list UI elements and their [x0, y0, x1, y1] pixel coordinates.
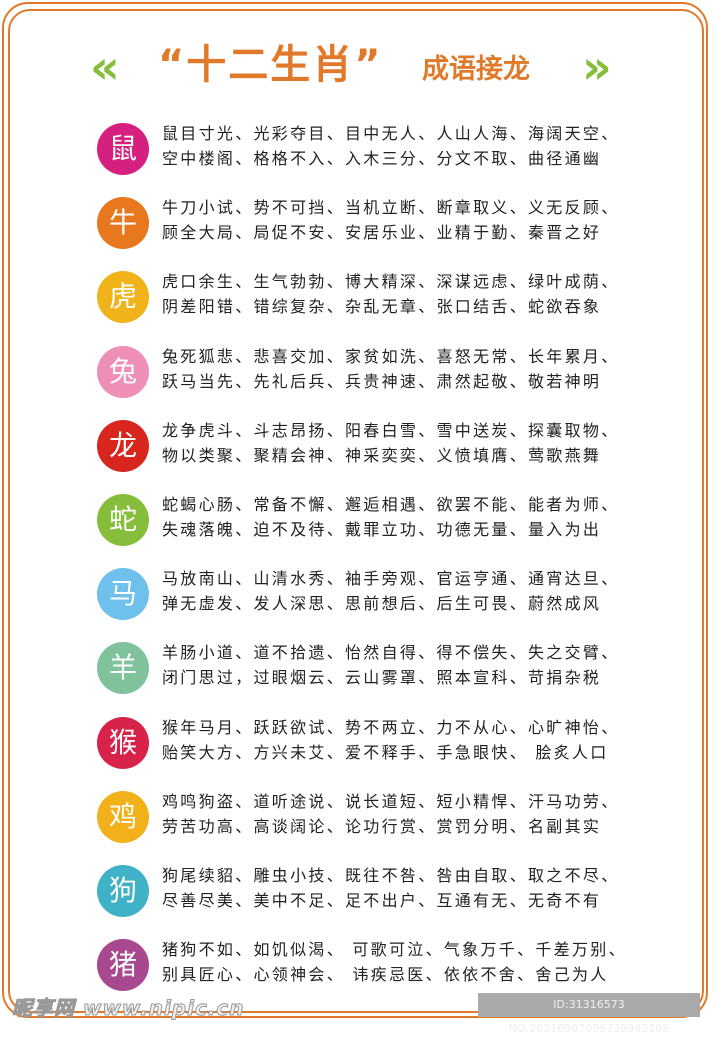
zodiac-badge: 牛 [97, 197, 149, 250]
idiom-line: 猴年马月、跃跃欲试、势不两立、力不从心、心旷神怡、 [162, 717, 620, 737]
idiom-line: 尽善尽美、美中不足、足不出户、互通有无、无奇不有 [162, 891, 602, 910]
zodiac-badge: 龙 [97, 419, 149, 472]
idiom-line: 猪狗不如、如饥似渴、 可歌可泣、气象万千、千差万别、 [162, 940, 627, 960]
idiom-line: 牛刀小试、势不可挡、当机立断、断章取义、义无反顾、 [162, 198, 620, 218]
watermark-logo: 昵享网 www.nipic.cn [12, 996, 245, 1021]
idiom-lines: 牛刀小试、势不可挡、当机立断、断章取义、义无反顾、 顾全大局、局促不安、安居乐业、… [162, 195, 620, 245]
idiom-line: 羊肠小道、道不拾遗、怡然自得、得不偿失、失之交臂、 [162, 643, 620, 663]
idiom-line: 失魂落魄、迫不及待、戴罪立功、功德无量、量入为出 [162, 520, 602, 539]
idiom-lines: 蛇蝎心肠、常备不懈、邂逅相遇、欲罢不能、能者为师、 失魂落魄、迫不及待、戴罪立功、… [162, 492, 620, 542]
idiom-line: 兔死狐悲、悲喜交加、家贫如洗、喜怒无常、长年累月、 [162, 346, 620, 366]
idiom-line: 空中楼阁、格格不入、入木三分、分文不取、曲径通幽 [162, 149, 602, 168]
zodiac-badge: 蛇 [97, 494, 149, 546]
zodiac-row: 猪猪狗不如、如饥似渴、 可歌可泣、气象万千、千差万别、 别具匠心、心领神会、 讳疾… [0, 937, 714, 997]
zodiac-row: 虎虎口余生、生气勃勃、博大精深、深谋远虑、绿叶成荫、 阴差阳错、错综复杂、杂乱无章… [0, 269, 714, 329]
idiom-lines: 龙争虎斗、斗志昂扬、阳春白雪、雪中送炭、探囊取物、 物以类聚、聚精会神、神采奕奕、… [162, 418, 620, 468]
zodiac-badge: 猴 [97, 716, 149, 769]
idiom-line: 劳苦功高、高谈阔论、论功行赏、赏罚分明、名副其实 [162, 816, 602, 836]
idiom-lines: 鼠目寸光、光彩夺目、目中无人、人山人海、海阔天空、 空中楼阁、格格不入、入木三分、… [162, 121, 620, 171]
idiom-line: 鸡鸣狗盗、道听途说、说长道短、短小精悍、汗马功劳、 [162, 791, 620, 811]
idiom-line: 阴差阳错、错综复杂、杂乱无章、张口结舌、蛇欲吞象 [162, 297, 602, 317]
poster-header: « “十二生肖” 成语接龙 » [0, 38, 714, 98]
zodiac-row: 鸡鸡鸣狗盗、道听途说、说长道短、短小精悍、汗马功劳、 劳苦功高、高谈阔论、论功行赏… [0, 789, 714, 849]
idiom-line: 蛇蝎心肠、常备不懈、邂逅相遇、欲罢不能、能者为师、 [162, 495, 620, 514]
zodiac-badge: 羊 [97, 642, 149, 695]
zodiac-row: 鼠鼠目寸光、光彩夺目、目中无人、人山人海、海阔天空、 空中楼阁、格格不入、入木三分… [0, 121, 714, 181]
inner-border [8, 9, 704, 1013]
zodiac-row: 牛牛刀小试、势不可挡、当机立断、断章取义、义无反顾、 顾全大局、局促不安、安居乐业… [0, 195, 714, 255]
zodiac-badge: 虎 [97, 271, 149, 324]
zodiac-badge: 猪 [97, 939, 149, 992]
double-chevron-left-icon: « [90, 40, 120, 94]
idiom-line: 鼠目寸光、光彩夺目、目中无人、人山人海、海阔天空、 [162, 124, 620, 143]
idiom-lines: 狗尾续貂、雕虫小技、既往不咎、咎由自取、取之不尽、 尽善尽美、美中不足、足不出户、… [162, 863, 620, 913]
idiom-line: 物以类聚、聚精会神、神采奕奕、义愤填膺、莺歌燕舞 [162, 445, 602, 465]
page-subtitle: 成语接龙 [422, 54, 530, 85]
idiom-line: 别具匠心、心领神会、 讳疾忌医、依依不舍、舍己为人 [162, 965, 609, 985]
idiom-lines: 虎口余生、生气勃勃、博大精深、深谋远虑、绿叶成荫、 阴差阳错、错综复杂、杂乱无章、… [162, 269, 620, 319]
zodiac-row: 羊羊肠小道、道不拾遗、怡然自得、得不偿失、失之交臂、 闭门思过，过眼烟云、云山雾罩… [0, 640, 714, 700]
zodiac-row: 狗狗尾续貂、雕虫小技、既往不咎、咎由自取、取之不尽、 尽善尽美、美中不足、足不出户… [0, 863, 714, 923]
zodiac-badge: 兔 [97, 345, 149, 398]
idiom-line: 顾全大局、局促不安、安居乐业、业精于勤、秦晋之好 [162, 223, 602, 243]
idiom-line: 闭门思过，过眼烟云、云山雾罩、照本宣科、苛捐杂税 [162, 668, 602, 688]
idiom-line: 马放南山、山清水秀、袖手旁观、官运亨通、通宵达旦、 [162, 569, 620, 589]
idiom-lines: 羊肠小道、道不拾遗、怡然自得、得不偿失、失之交臂、 闭门思过，过眼烟云、云山雾罩、… [162, 640, 620, 690]
zodiac-badge: 狗 [97, 865, 149, 917]
double-chevron-right-icon: » [582, 40, 612, 94]
idiom-lines: 鸡鸣狗盗、道听途说、说长道短、短小精悍、汗马功劳、 劳苦功高、高谈阔论、论功行赏、… [162, 789, 620, 839]
zodiac-badge: 鸡 [97, 790, 149, 843]
zodiac-row: 猴猴年马月、跃跃欲试、势不两立、力不从心、心旷神怡、 贻笑大方、方兴未艾、爱不释手… [0, 715, 714, 775]
idiom-line: 跃马当先、先礼后兵、兵贵神速、肃然起敬、敬若神明 [162, 371, 602, 391]
zodiac-badge: 马 [97, 568, 149, 621]
idiom-line: 弹无虚发、发人深思、思前想后、后生可畏、蔚然成风 [162, 594, 602, 614]
zodiac-row: 马马放南山、山清水秀、袖手旁观、官运亨通、通宵达旦、 弹无虚发、发人深思、思前想后… [0, 566, 714, 626]
page-title: “十二生肖” [158, 42, 383, 88]
zodiac-row: 兔兔死狐悲、悲喜交加、家贫如洗、喜怒无常、长年累月、 跃马当先、先礼后兵、兵贵神速… [0, 344, 714, 404]
zodiac-badge: 鼠 [97, 123, 149, 175]
idiom-lines: 兔死狐悲、悲喜交加、家贫如洗、喜怒无常、长年累月、 跃马当先、先礼后兵、兵贵神速、… [162, 344, 620, 394]
idiom-lines: 马放南山、山清水秀、袖手旁观、官运亨通、通宵达旦、 弹无虚发、发人深思、思前想后、… [162, 566, 620, 616]
idiom-lines: 猪狗不如、如饥似渴、 可歌可泣、气象万千、千差万别、 别具匠心、心领神会、 讳疾忌… [162, 937, 627, 987]
zodiac-row: 蛇蛇蝎心肠、常备不懈、邂逅相遇、欲罢不能、能者为师、 失魂落魄、迫不及待、戴罪立功… [0, 492, 714, 552]
idiom-line: 虎口余生、生气勃勃、博大精深、深谋远虑、绿叶成荫、 [162, 272, 620, 292]
zodiac-row: 龙龙争虎斗、斗志昂扬、阳春白雪、雪中送炭、探囊取物、 物以类聚、聚精会神、神采奕奕… [0, 418, 714, 478]
outer-border [2, 2, 708, 1018]
idiom-line: 贻笑大方、方兴未艾、爱不释手、手急眼快、 脍炙人口 [162, 742, 609, 762]
idiom-lines: 猴年马月、跃跃欲试、势不两立、力不从心、心旷神怡、 贻笑大方、方兴未艾、爱不释手、… [162, 715, 620, 765]
watermark-id: ID:31316573 NO:20210907095739945105 [478, 993, 700, 1035]
idiom-line: 龙争虎斗、斗志昂扬、阳春白雪、雪中送炭、探囊取物、 [162, 420, 620, 440]
idiom-line: 狗尾续貂、雕虫小技、既往不咎、咎由自取、取之不尽、 [162, 866, 620, 885]
